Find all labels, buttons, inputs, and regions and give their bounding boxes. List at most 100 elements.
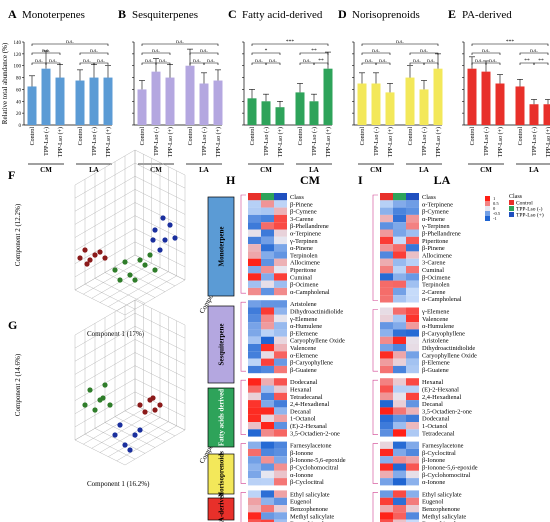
heatmap-cell <box>380 497 393 505</box>
heatmap-cell <box>380 400 393 408</box>
grid-line <box>134 254 186 281</box>
heatmap-cell <box>248 280 261 288</box>
heatmap-row-label: α-Pinene <box>290 245 313 252</box>
heatmap-cell <box>380 441 393 449</box>
panel-letter: F <box>8 168 15 182</box>
x-tick-label: TPP-Lso (+) <box>277 127 284 157</box>
heatmap-row-label: (E)-2-Hexanal <box>290 423 327 430</box>
heatmap-cell <box>406 470 419 479</box>
sig-label: n.s. <box>427 58 435 64</box>
heatmap-cell <box>274 365 287 374</box>
bar <box>151 71 161 125</box>
heatmap-cell <box>261 400 274 408</box>
heatmap-cell <box>274 207 287 215</box>
heatmap-row-label: β-Ionone-5,6-epoxide <box>422 465 478 472</box>
heatmap-cell <box>274 266 287 274</box>
heatmap-cell <box>274 300 287 308</box>
heatmap-row-label: Terpinolen <box>290 252 318 259</box>
sig-bracket <box>141 52 171 55</box>
heatmap-cell <box>248 214 261 223</box>
sig-label: n.s. <box>90 48 98 54</box>
sig-bracket <box>93 62 109 65</box>
heatmap-cell <box>248 490 261 498</box>
x-tick-label: TPP-Lso (+) <box>325 127 332 157</box>
heatmap-cell <box>393 280 406 288</box>
legend-swatch <box>509 206 514 211</box>
sig-label: n.s. <box>42 48 50 54</box>
heatmap-cell <box>248 300 261 308</box>
sig-label: n.s. <box>255 58 263 64</box>
pca-point <box>150 395 156 401</box>
heatmap-cell <box>248 200 261 208</box>
heatmap-cell <box>248 407 261 415</box>
heatmap-cell <box>380 214 393 223</box>
heatmap-cell <box>274 236 287 245</box>
heatmap-row-label: β-Elemene <box>422 360 450 367</box>
heatmap-cell <box>261 236 274 245</box>
sig-label: n.s. <box>396 39 404 45</box>
heatmap-cell <box>380 258 393 266</box>
legend-label: Control <box>516 200 533 206</box>
bar <box>309 101 319 125</box>
category-rect <box>207 305 235 384</box>
heatmap-cell <box>274 505 287 513</box>
sig-bracket <box>189 52 219 55</box>
heatmap-cell <box>274 222 287 230</box>
heatmap-cell <box>406 344 419 352</box>
heatmap-row-label: α-Humulene <box>422 323 454 330</box>
heatmap-cell <box>380 429 393 437</box>
heatmap-cell <box>248 287 261 296</box>
heatmap-cell <box>274 314 287 323</box>
pca-point <box>112 432 118 438</box>
heatmap-cell <box>380 478 393 486</box>
panel-letter: G <box>8 318 17 332</box>
pca-point <box>82 402 88 408</box>
pca-point <box>132 277 138 283</box>
bar <box>467 68 477 125</box>
category-rect <box>207 387 235 448</box>
heatmap-row-label: Aristolene <box>422 338 449 345</box>
x-tick-label: Control <box>518 127 524 146</box>
heatmap-cell <box>406 258 419 266</box>
heatmap-cell <box>261 322 274 330</box>
sig-bracket <box>361 52 391 55</box>
heatmap-cell <box>261 214 274 223</box>
heatmap-row-label: γ-Elemene <box>421 309 449 316</box>
group-label: CM <box>40 166 52 174</box>
x-tick-label: TPP-Lso (-) <box>201 127 208 156</box>
x-tick-label: TPP-Lso (+) <box>105 127 112 157</box>
legend-scale-label: 0 <box>493 206 496 211</box>
x-tick-label: TPP-Lso (-) <box>483 127 490 156</box>
heatmap-row-label: β-Cymene <box>290 209 317 216</box>
heatmap-cell <box>261 441 274 449</box>
dendrogram <box>240 194 246 294</box>
category-label: Monoterpene <box>218 226 226 266</box>
heatmap-row-label: Farnesylacetone <box>422 443 464 450</box>
pca-point <box>162 237 168 243</box>
heatmap-cell <box>248 236 261 245</box>
pca-point <box>117 422 123 428</box>
heatmap-cell <box>393 392 406 401</box>
dendrogram <box>372 379 378 435</box>
heatmap-row-label: Benzothiazole <box>422 521 459 522</box>
heatmap-cell <box>406 456 419 464</box>
x-tick-label: TPP-Lso (+) <box>435 127 442 157</box>
heatmap-cell <box>406 365 419 374</box>
pca-point <box>127 447 133 453</box>
heatmap-cell <box>274 193 287 201</box>
heatmap-cell <box>248 392 261 401</box>
x-tick-label: TPP-Lso (-) <box>531 127 538 156</box>
heatmap-cell <box>261 463 274 471</box>
heatmap-cell <box>274 400 287 408</box>
sig-bracket <box>265 62 281 65</box>
bar <box>213 80 223 125</box>
heatmap-cell <box>406 295 419 303</box>
heatmap-cell <box>274 229 287 237</box>
heatmap-row-label: Benzophenone <box>290 506 328 513</box>
x-tick-label: TPP-Lso (+) <box>387 127 394 157</box>
heatmap-cell <box>380 280 393 288</box>
heatmap-cell <box>274 258 287 266</box>
group-label: CM <box>260 166 272 174</box>
sig-label: n.s. <box>365 58 373 64</box>
heatmap-cell <box>406 251 419 259</box>
